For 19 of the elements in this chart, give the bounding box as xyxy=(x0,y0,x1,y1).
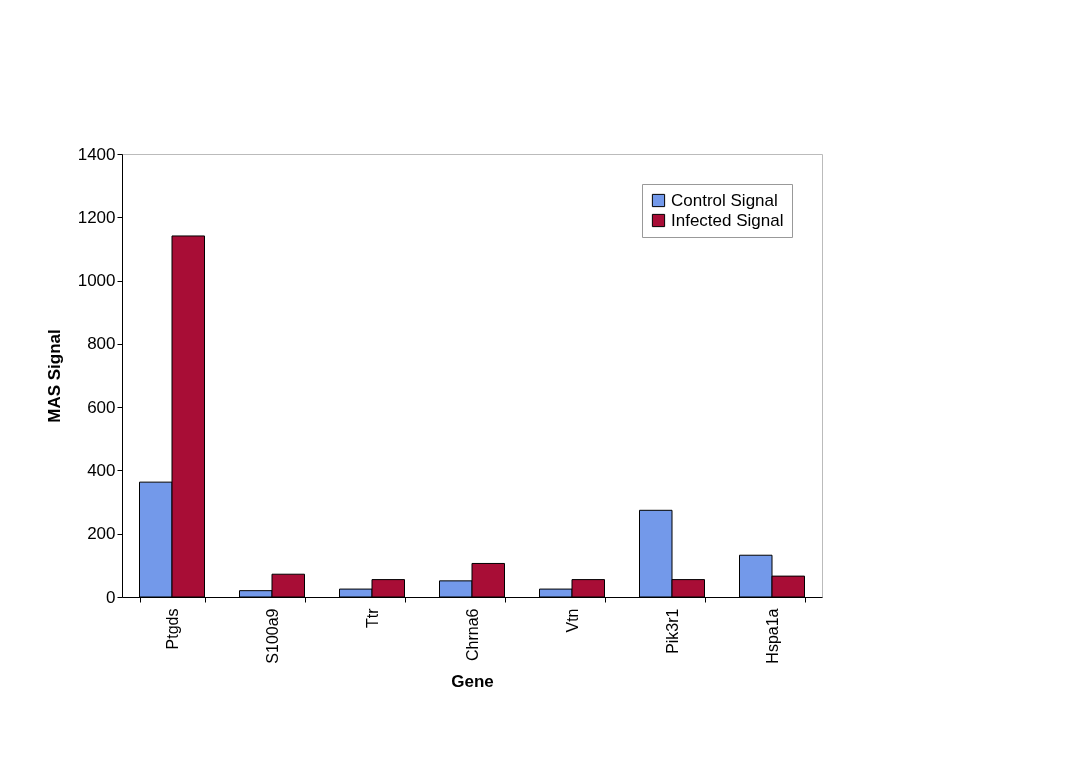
y-tick-label: 600 xyxy=(87,397,116,417)
x-tick-label: Vtn xyxy=(563,608,581,633)
y-tick-label: 1200 xyxy=(77,207,116,227)
x-tick-label: Ttr xyxy=(363,607,381,629)
legend-label: Control Signal xyxy=(671,190,778,210)
y-tick-label: 800 xyxy=(87,334,116,354)
y-tick-label: 1000 xyxy=(77,271,116,291)
y-axis-title: MAS Signal xyxy=(44,329,64,423)
y-tick-label: 1400 xyxy=(77,144,116,164)
x-tick-label: Ptgds xyxy=(163,608,181,650)
legend-label: Infected Signal xyxy=(671,210,784,230)
y-tick-label: 200 xyxy=(87,524,116,544)
x-axis-title: Gene xyxy=(451,671,494,691)
x-tick-label: Pik3r1 xyxy=(663,608,681,654)
x-tick-label: Chrna6 xyxy=(463,608,481,661)
x-tick-label: S100a9 xyxy=(263,608,281,664)
y-tick-label: 400 xyxy=(87,460,116,480)
x-tick-label: Hspa1a xyxy=(763,608,781,664)
y-tick-label: 0 xyxy=(106,587,116,607)
